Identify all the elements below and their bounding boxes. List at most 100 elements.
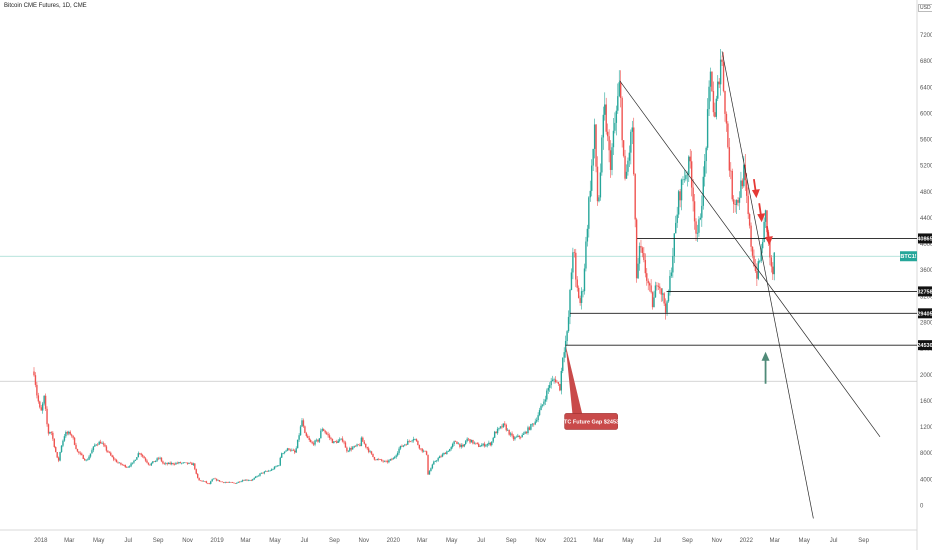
candle-body [246,479,248,481]
candle-body [291,449,293,451]
candle-body [566,331,568,342]
candle-body [673,233,675,257]
candle-body [756,271,758,279]
candle-body [230,482,232,483]
candle-body [528,427,531,430]
candle-body [770,257,773,267]
candle-body [263,471,266,474]
y-tick-label: 68000 [920,59,932,65]
candle-body [563,352,565,358]
candle-body [115,459,118,463]
candle-body [186,462,189,464]
candle-body [383,460,386,462]
candle-body [751,246,754,256]
candle-body [49,432,51,434]
candle-body [683,179,686,180]
candle-body [192,463,195,465]
x-tick-label: Jul [124,538,132,544]
candle-body [408,440,410,442]
candle-body [593,124,596,149]
candle-body [690,161,693,188]
candle-body [450,447,452,449]
candle-body [79,453,82,454]
candle-body [715,98,718,117]
candle-body [254,476,257,478]
candle-body [40,407,42,411]
candle-body [159,457,161,459]
candle-body [153,461,155,462]
candle-body [436,460,438,462]
candle-body [199,480,202,482]
candle-body [81,453,83,456]
candle-body [438,456,441,459]
candle-body [533,423,535,425]
candle-body [340,438,342,440]
candle-body [535,420,538,422]
candle-body [194,463,196,470]
down-arrow-head [764,236,773,246]
candle-body [205,481,208,483]
candle-body [401,445,403,447]
candle-body [281,453,283,458]
candle-body [76,448,79,452]
candle-body [380,459,383,461]
candle-body [409,441,412,442]
down-arrow-head [757,213,766,223]
candle-body [522,433,525,435]
candle-body [648,283,651,286]
candle-body [314,440,316,445]
candle-body [456,441,458,444]
y-tick-label: 36000 [920,268,932,274]
candle-body [605,104,607,132]
candle-body [166,463,168,465]
candle-body [743,164,745,187]
candle-body [288,448,290,450]
candle-body [214,478,216,480]
candle-body [524,431,526,434]
candle-body [36,384,38,396]
candle-body [667,292,670,302]
candle-body [295,448,297,453]
x-tick-label: Sep [858,538,869,544]
x-tick-label: May [799,538,810,544]
x-tick-label: Jul [830,538,838,544]
candle-body [654,285,657,298]
candle-body [362,437,364,442]
candle-body [520,437,522,438]
candle-body [722,61,725,92]
candle-body [614,122,616,131]
y-tick-label: 48000 [920,190,932,196]
candle-body [344,442,347,448]
symbol-title: Bitcoin CME Futures, 1D, CME [4,3,87,9]
candle-body [441,454,444,457]
candle-body [662,293,664,295]
candle-body [764,210,767,222]
candle-body [299,426,302,436]
annotation-box [564,413,618,430]
candle-body [259,473,261,476]
candle-body [382,460,384,462]
level-price-tag [918,233,932,244]
candle-body [262,472,264,474]
candle-body [730,170,732,172]
candle-body [50,432,53,433]
candle-body [701,205,703,218]
candle-body [60,445,63,453]
candle-body [669,275,671,293]
candle-body [112,457,115,460]
candle-body [719,59,722,85]
candle-body [637,263,639,279]
candle-body [82,455,84,459]
candle-body [267,470,270,472]
candle-body [489,442,492,446]
x-tick-label: Mar [240,538,250,544]
candle-body [385,460,387,462]
candle-body [508,429,510,435]
candle-body [550,381,552,386]
candle-body [218,480,221,482]
x-tick-label: 2018 [34,538,48,544]
candle-body [537,415,539,421]
candle-body [201,480,203,482]
candle-body [275,466,277,468]
